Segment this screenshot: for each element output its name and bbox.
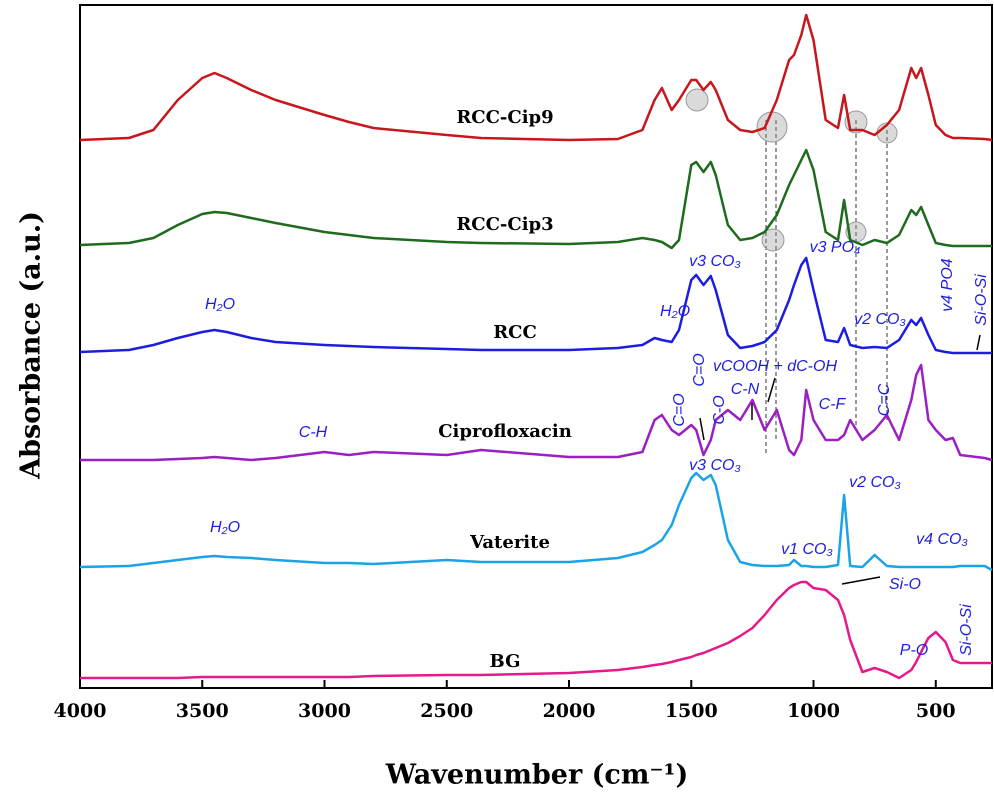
annotation: v2 CO₃ xyxy=(854,311,906,328)
spectrum-line xyxy=(79,256,992,355)
arrow xyxy=(841,576,881,585)
series-label: Vaterite xyxy=(469,532,550,553)
x-tick-label: 3500 xyxy=(176,700,229,722)
arrow xyxy=(976,334,981,351)
series-label: RCC xyxy=(493,322,537,343)
series-label: Ciprofloxacin xyxy=(438,421,572,442)
highlights xyxy=(685,88,898,252)
series-label: RCC-Cip3 xyxy=(456,214,553,235)
guides xyxy=(765,120,888,455)
arrow xyxy=(767,377,776,403)
annotation: C-H xyxy=(299,424,328,441)
annotation: v3 PO₄ xyxy=(810,239,861,256)
annotation: C-O xyxy=(711,395,728,424)
highlight-circle xyxy=(685,88,709,112)
annotation: C=O xyxy=(691,353,708,386)
annotation: v4 CO₃ xyxy=(916,531,968,548)
annotation: P-O xyxy=(900,642,928,659)
annotation: H₂O xyxy=(205,296,235,313)
series-label: RCC-Cip9 xyxy=(456,107,553,128)
highlight-circle xyxy=(761,228,785,252)
annotation: Si-O-Si xyxy=(973,274,990,326)
annotation: v4 PO4 xyxy=(939,258,956,311)
plot-frame xyxy=(79,4,993,689)
y-axis-title: Absorbance (a.u.) xyxy=(16,211,47,480)
annotation: v3 CO₃ xyxy=(689,457,741,474)
annotation: vCOOH + dC-OH xyxy=(713,358,837,375)
x-tick-label: 2500 xyxy=(420,700,473,722)
annotation: v2 CO₃ xyxy=(849,474,901,491)
x-tick-label: 3000 xyxy=(298,700,351,722)
x-tick-label: 2000 xyxy=(543,700,596,722)
spectrum-line xyxy=(80,363,993,462)
annotation: Si-O-Si xyxy=(958,604,975,656)
arrows xyxy=(699,334,981,585)
x-tick-label: 500 xyxy=(916,700,956,722)
x-tick-label: 4000 xyxy=(54,700,107,722)
annotation: C-F xyxy=(819,396,847,413)
spectrum-line xyxy=(79,148,992,250)
annotation: H₂O xyxy=(660,303,690,320)
spectrum-line xyxy=(80,580,992,680)
spectrum-line xyxy=(79,471,993,572)
spectrum-line xyxy=(79,13,993,142)
annotation: Si-O xyxy=(889,576,921,593)
annotation: C=O xyxy=(671,393,688,426)
series-label: BG xyxy=(490,651,521,672)
annotation: C=C xyxy=(876,383,893,416)
arrow xyxy=(699,417,705,441)
annotation: v1 CO₃ xyxy=(781,541,833,558)
x-tick-label: 1000 xyxy=(787,700,840,722)
annotation: H₂O xyxy=(210,519,240,536)
annotation: C-N xyxy=(731,381,760,398)
x-tick-label: 1500 xyxy=(665,700,718,722)
x-axis-title: Wavenumber (cm⁻¹) xyxy=(385,760,688,791)
highlight-circle xyxy=(756,111,788,143)
annotation: v3 CO₃ xyxy=(689,253,741,270)
